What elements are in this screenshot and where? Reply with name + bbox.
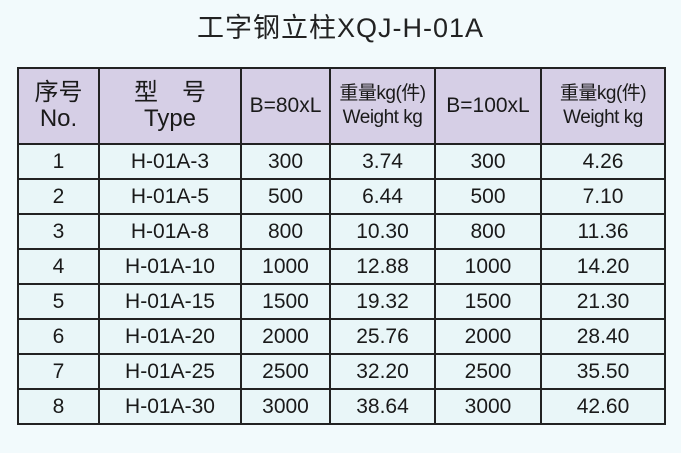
cell-type: H-01A-25 <box>98 353 242 390</box>
cell-b80-length: 2000 <box>240 318 331 355</box>
table-row: 8 H-01A-30 3000 38.64 3000 42.60 <box>17 388 666 425</box>
cell-b80-length: 1000 <box>240 248 331 285</box>
header-no-en: No. <box>39 105 78 132</box>
table-row: 3 H-01A-8 800 10.30 800 11.36 <box>17 213 666 250</box>
header-no-cn: 序号 <box>34 79 83 106</box>
cell-b100-weight: 11.36 <box>540 213 666 250</box>
cell-no: 6 <box>17 318 100 355</box>
page-title: 工字钢立柱XQJ-H-01A <box>196 13 485 43</box>
header-weight-1: 重量kg(件) Weight kg <box>329 67 436 145</box>
cell-b80-weight: 12.88 <box>329 248 436 285</box>
cell-b100-length: 2500 <box>434 353 542 390</box>
cell-no: 4 <box>17 248 100 285</box>
cell-type: H-01A-30 <box>98 388 242 425</box>
table-row: 1 H-01A-3 300 3.74 300 4.26 <box>17 143 666 180</box>
cell-b100-weight: 7.10 <box>540 178 666 215</box>
cell-type: H-01A-8 <box>98 213 242 250</box>
cell-b80-length: 2500 <box>240 353 331 390</box>
cell-no: 8 <box>17 388 100 425</box>
cell-b80-weight: 6.44 <box>329 178 436 215</box>
cell-no: 3 <box>17 213 100 250</box>
header-weight-en: Weight kg <box>563 107 643 128</box>
cell-b100-length: 2000 <box>434 318 542 355</box>
cell-b80-weight: 32.20 <box>329 353 436 390</box>
cell-b100-weight: 42.60 <box>540 388 666 425</box>
cell-b80-length: 300 <box>240 143 331 180</box>
cell-b100-length: 1500 <box>434 283 542 320</box>
header-type: 型 号 Type <box>98 67 242 145</box>
header-weight-cn: 重量kg(件) <box>339 83 426 104</box>
cell-b100-length: 300 <box>434 143 542 180</box>
table-row: 6 H-01A-20 2000 25.76 2000 28.40 <box>17 318 666 355</box>
cell-b100-length: 3000 <box>434 388 542 425</box>
header-type-cn: 型 号 <box>134 79 206 106</box>
header-no: 序号 No. <box>17 67 100 145</box>
cell-b100-length: 500 <box>434 178 542 215</box>
cell-b80-length: 500 <box>240 178 331 215</box>
cell-b100-length: 800 <box>434 213 542 250</box>
cell-b100-weight: 14.20 <box>540 248 666 285</box>
cell-b80-length: 3000 <box>240 388 331 425</box>
cell-type: H-01A-20 <box>98 318 242 355</box>
cell-b100-length: 1000 <box>434 248 542 285</box>
cell-b80-weight: 10.30 <box>329 213 436 250</box>
header-b80: B=80xL <box>240 67 331 145</box>
cell-b80-weight: 38.64 <box>329 388 436 425</box>
cell-b80-length: 800 <box>240 213 331 250</box>
cell-no: 7 <box>17 353 100 390</box>
header-b100: B=100xL <box>434 67 542 145</box>
cell-b80-length: 1500 <box>240 283 331 320</box>
table-row: 7 H-01A-25 2500 32.20 2500 35.50 <box>17 353 666 390</box>
cell-b100-weight: 28.40 <box>540 318 666 355</box>
header-weight-2: 重量kg(件) Weight kg <box>540 67 666 145</box>
header-weight-en: Weight kg <box>342 107 423 128</box>
cell-type: H-01A-15 <box>98 283 242 320</box>
table-row: 4 H-01A-10 1000 12.88 1000 14.20 <box>17 248 666 285</box>
cell-no: 1 <box>17 143 100 180</box>
cell-b100-weight: 35.50 <box>540 353 666 390</box>
cell-b80-weight: 3.74 <box>329 143 436 180</box>
cell-type: H-01A-10 <box>98 248 242 285</box>
cell-type: H-01A-5 <box>98 178 242 215</box>
table-header-row: 序号 No. 型 号 Type B=80xL 重量kg(件) Weight kg B=… <box>17 67 666 145</box>
cell-type: H-01A-3 <box>98 143 242 180</box>
spec-table: 序号 No. 型 号 Type B=80xL 重量kg(件) Weight kg B=… <box>17 67 666 425</box>
cell-b100-weight: 21.30 <box>540 283 666 320</box>
header-weight-cn: 重量kg(件) <box>559 83 647 104</box>
cell-b80-weight: 25.76 <box>329 318 436 355</box>
cell-no: 5 <box>17 283 100 320</box>
header-type-en: Type <box>143 105 197 132</box>
cell-b100-weight: 4.26 <box>540 143 666 180</box>
cell-no: 2 <box>17 178 100 215</box>
table-row: 5 H-01A-15 1500 19.32 1500 21.30 <box>17 283 666 320</box>
cell-b80-weight: 19.32 <box>329 283 436 320</box>
table-row: 2 H-01A-5 500 6.44 500 7.10 <box>17 178 666 215</box>
